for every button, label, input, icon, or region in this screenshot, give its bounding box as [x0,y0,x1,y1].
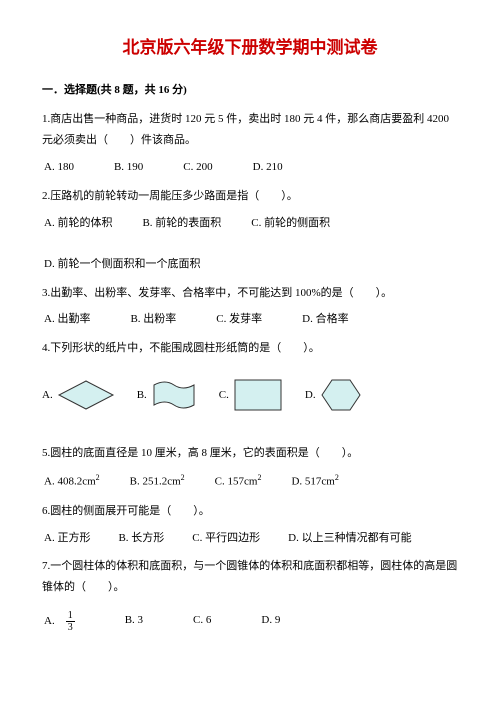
q7-opt-a: A. 13 [44,610,75,633]
q4-opt-c: C. [219,378,283,412]
rectangle-icon [233,378,283,412]
q1-opt-a: A. 180 [44,157,74,178]
q2-opt-b: B. 前轮的表面积 [142,213,221,234]
question-6: 6.圆柱的侧面展开可能是（ ）。 A. 正方形 B. 长方形 C. 平行四边形 … [42,501,458,549]
q6-opt-b: B. 长方形 [118,528,164,549]
q3-opt-b: B. 出粉率 [130,309,176,330]
q7-opt-d: D. 9 [261,610,280,633]
q6-options: A. 正方形 B. 长方形 C. 平行四边形 D. 以上三种情况都有可能 [42,528,458,549]
q4-shapes: A. B. C. D. [42,377,458,413]
q7-opt-b: B. 3 [125,610,143,633]
q7-options: A. 13 B. 3 C. 6 D. 9 [42,610,458,633]
q5-opt-a: A. 408.2cm2 [44,470,100,493]
q1-options: A. 180 B. 190 C. 200 D. 210 [42,157,458,178]
q3-opt-a: A. 出勤率 [44,309,90,330]
wave-flag-icon [151,377,197,413]
q1-opt-d: D. 210 [253,157,283,178]
q6-opt-d: D. 以上三种情况都有可能 [288,528,411,549]
q3-opt-d: D. 合格率 [302,309,348,330]
q4-opt-b: B. [137,377,197,413]
q1-opt-b: B. 190 [114,157,143,178]
q4-opt-a: A. [42,379,115,411]
q3-text: 3.出勤率、出粉率、发芽率、合格率中，不可能达到 100%的是（ ）。 [42,283,458,304]
q5-opt-c: C. 157cm2 [215,470,262,493]
q7-text: 7.一个圆柱体的体积和底面积，与一个圆锥体的体积和底面积都相等，圆柱体的高是圆锥… [42,556,458,598]
q2-options: A. 前轮的体积 B. 前轮的表面积 C. 前轮的侧面积 D. 前轮一个侧面积和… [42,213,458,275]
question-1: 1.商店出售一种商品，进货时 120 元 5 件，卖出时 180 元 4 件，那… [42,109,458,178]
q4-c-label: C. [219,385,229,406]
q7-opt-c: C. 6 [193,610,211,633]
q4-opt-d: D. [305,377,362,413]
q1-text: 1.商店出售一种商品，进货时 120 元 5 件，卖出时 180 元 4 件，那… [42,109,458,151]
q5-options: A. 408.2cm2 B. 251.2cm2 C. 157cm2 D. 517… [42,470,458,493]
question-4: 4.下列形状的纸片中，不能围成圆柱形纸筒的是（ ）。 A. B. C. D. [42,338,458,413]
q1-opt-c: C. 200 [183,157,212,178]
q6-opt-c: C. 平行四边形 [192,528,260,549]
section-heading: 一．选择题(共 8 题，共 16 分) [42,80,458,101]
q5-opt-d: D. 517cm2 [291,470,338,493]
q2-opt-a: A. 前轮的体积 [44,213,112,234]
page-title: 北京版六年级下册数学期中测试卷 [42,32,458,64]
q4-a-label: A. [42,385,53,406]
question-2: 2.压路机的前轮转动一周能压多少路面是指（ ）。 A. 前轮的体积 B. 前轮的… [42,186,458,275]
q3-opt-c: C. 发芽率 [216,309,262,330]
question-3: 3.出勤率、出粉率、发芽率、合格率中，不可能达到 100%的是（ ）。 A. 出… [42,283,458,331]
q6-text: 6.圆柱的侧面展开可能是（ ）。 [42,501,458,522]
diamond-icon [57,379,115,411]
q2-opt-c: C. 前轮的侧面积 [251,213,330,234]
question-5: 5.圆柱的底面直径是 10 厘米，高 8 厘米，它的表面积是（ ）。 A. 40… [42,443,458,492]
q5-text: 5.圆柱的底面直径是 10 厘米，高 8 厘米，它的表面积是（ ）。 [42,443,458,464]
q6-opt-a: A. 正方形 [44,528,90,549]
q3-options: A. 出勤率 B. 出粉率 C. 发芽率 D. 合格率 [42,309,458,330]
question-7: 7.一个圆柱体的体积和底面积，与一个圆锥体的体积和底面积都相等，圆柱体的高是圆锥… [42,556,458,633]
q4-text: 4.下列形状的纸片中，不能围成圆柱形纸筒的是（ ）。 [42,338,458,359]
q4-d-label: D. [305,385,316,406]
q2-text: 2.压路机的前轮转动一周能压多少路面是指（ ）。 [42,186,458,207]
q4-b-label: B. [137,385,147,406]
q2-opt-d: D. 前轮一个侧面积和一个底面积 [44,254,200,275]
q5-opt-b: B. 251.2cm2 [130,470,185,493]
hexagon-icon [320,377,362,413]
